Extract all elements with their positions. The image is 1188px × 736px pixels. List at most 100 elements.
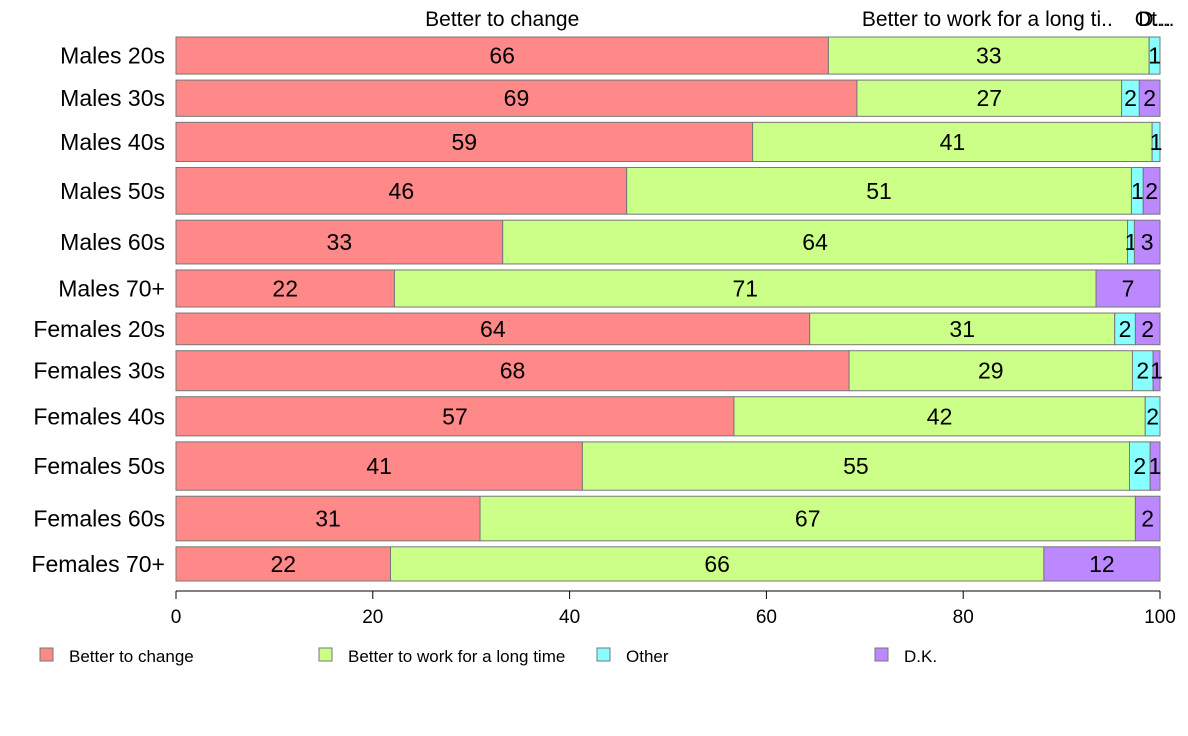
data-label: 71 <box>732 275 758 301</box>
data-label: 64 <box>480 316 506 342</box>
x-tick-label: 100 <box>1144 607 1176 628</box>
bar-segment <box>175 79 858 117</box>
data-label: 66 <box>704 551 730 577</box>
data-label: 7 <box>1122 275 1135 301</box>
data-label: 2 <box>1136 358 1149 384</box>
bar-segment <box>827 36 1150 75</box>
bar-segment <box>581 441 1130 491</box>
data-label: 1 <box>1150 358 1163 384</box>
category-label: Females 30s <box>33 358 165 384</box>
category-label: Females 50s <box>33 453 165 479</box>
bar-segment <box>1133 219 1161 265</box>
bar-segment <box>1134 312 1161 346</box>
category-label: Males 30s <box>60 85 165 111</box>
data-label: 55 <box>843 453 869 479</box>
bar-segment <box>1043 546 1161 582</box>
bar-segment <box>175 350 850 392</box>
data-label: 2 <box>1119 316 1132 342</box>
bar-segment <box>1148 36 1161 75</box>
category-label: Males 20s <box>60 43 165 69</box>
bar-segment <box>1138 79 1161 117</box>
data-label: 31 <box>315 506 341 532</box>
bar-segment <box>479 495 1136 542</box>
category-label: Males 70+ <box>58 275 165 301</box>
bar-segment <box>1152 350 1161 392</box>
top-segment-label-2: Ot... <box>1135 8 1175 31</box>
top-segment-label-3: D... <box>1138 8 1171 31</box>
x-tick-label: 60 <box>756 607 777 628</box>
bar-segment <box>175 121 754 163</box>
x-tick-label: 20 <box>362 607 383 628</box>
x-tick-label: 0 <box>171 607 182 628</box>
data-label: 57 <box>442 403 468 429</box>
bar-segment <box>175 219 504 265</box>
bar-segment <box>175 167 628 215</box>
data-label: 41 <box>940 129 966 155</box>
data-label: 1 <box>1149 453 1162 479</box>
data-label: 2 <box>1124 85 1137 111</box>
data-label: 22 <box>272 275 298 301</box>
data-label: 33 <box>976 43 1002 69</box>
bar-segment <box>733 396 1146 437</box>
x-tick-label: 40 <box>559 607 580 628</box>
legend-swatch <box>318 647 333 662</box>
bar-segment <box>390 546 1045 582</box>
bar-segment <box>1149 441 1161 491</box>
data-label: 69 <box>504 85 530 111</box>
data-label: 41 <box>366 453 392 479</box>
bar-segment <box>856 79 1123 117</box>
data-label: 2 <box>1146 403 1159 429</box>
top-segment-label-1: Better to work for a long ti.. <box>862 8 1113 31</box>
data-label: 1 <box>1150 129 1163 155</box>
bar-segment <box>1134 495 1161 542</box>
data-label: 66 <box>489 43 515 69</box>
bar-segment <box>175 441 583 491</box>
bar-segment <box>1144 396 1161 437</box>
data-label: 2 <box>1143 85 1156 111</box>
bar-segment <box>175 312 811 346</box>
category-label: Males 40s <box>60 129 165 155</box>
data-label: 1 <box>1131 178 1144 204</box>
category-label: Females 70+ <box>31 551 165 577</box>
data-label: 12 <box>1089 551 1115 577</box>
data-label: 51 <box>866 178 892 204</box>
top-segment-label-0: Better to change <box>425 8 579 31</box>
data-label: 33 <box>327 229 353 255</box>
bar-segment <box>1142 167 1161 215</box>
category-label: Females 40s <box>33 403 165 429</box>
data-label: 2 <box>1141 506 1154 532</box>
data-label: 64 <box>802 229 828 255</box>
data-label: 29 <box>978 358 1004 384</box>
bar-segment <box>1095 269 1161 308</box>
x-tick-label: 80 <box>953 607 974 628</box>
bar-segment <box>175 495 481 542</box>
data-label: 2 <box>1145 178 1158 204</box>
data-label: 42 <box>927 403 953 429</box>
category-label: Males 50s <box>60 178 165 204</box>
data-label: 68 <box>500 358 526 384</box>
bar-segment <box>175 546 392 582</box>
data-label: 31 <box>949 316 975 342</box>
data-label: 67 <box>795 506 821 532</box>
legend-swatch <box>39 647 54 662</box>
bar-segment <box>848 350 1133 392</box>
category-label: Males 60s <box>60 229 165 255</box>
data-label: 2 <box>1141 316 1154 342</box>
bar-segment <box>175 396 735 437</box>
data-label: 27 <box>976 85 1002 111</box>
legend-swatch <box>596 647 611 662</box>
legend-label: Better to change <box>69 647 194 666</box>
category-label: Females 60s <box>33 506 165 532</box>
legend-label: Better to work for a long time <box>348 647 565 666</box>
category-label: Females 20s <box>33 316 165 342</box>
legend-label: Other <box>626 647 669 666</box>
bar-segment <box>752 121 1153 163</box>
legend-label: D.K. <box>904 647 937 666</box>
data-label: 59 <box>452 129 478 155</box>
data-label: 2 <box>1133 453 1146 479</box>
data-label: 3 <box>1141 229 1154 255</box>
data-label: 1 <box>1148 43 1161 69</box>
data-label: 46 <box>389 178 415 204</box>
bar-segment <box>1151 121 1161 163</box>
